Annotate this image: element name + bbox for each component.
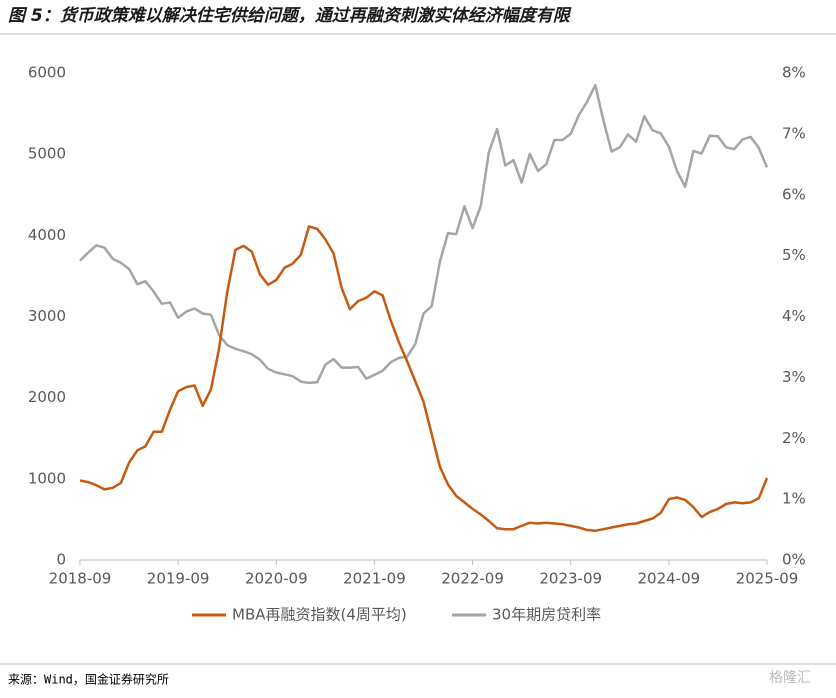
legend-label: 30年期房贷利率 bbox=[492, 606, 601, 624]
x-tick-label: 2019-09 bbox=[147, 570, 210, 588]
y2-tick-label: 6% bbox=[782, 185, 806, 203]
x-tick-label: 2020-09 bbox=[245, 570, 308, 588]
series-line bbox=[79, 225, 769, 533]
watermark: 格隆汇 bbox=[769, 670, 811, 686]
source: 来源：Wind，国金证券研究所 bbox=[8, 672, 169, 687]
y2-tick-label: 0% bbox=[782, 551, 806, 569]
y-tick-label: 1000 bbox=[28, 469, 66, 487]
legend-label: MBA再融资指数(4周平均) bbox=[232, 606, 407, 624]
y2-tick-label: 5% bbox=[782, 246, 806, 264]
x-tick-label: 2025-09 bbox=[736, 570, 799, 588]
chart-title: 图 5：货币政策难以解决住宅供给问题，通过再融资刺激实体经济幅度有限 bbox=[8, 6, 572, 26]
x-tick-label: 2023-09 bbox=[539, 570, 602, 588]
y2-tick-label: 2% bbox=[782, 429, 806, 447]
x-tick-label: 2024-09 bbox=[638, 570, 701, 588]
y2-tick-label: 8% bbox=[782, 64, 806, 82]
x-tick-label: 2018-09 bbox=[49, 570, 112, 588]
y-tick-label: 3000 bbox=[28, 307, 66, 325]
y-tick-label: 2000 bbox=[28, 388, 66, 406]
y2-tick-label: 3% bbox=[782, 368, 806, 386]
series-line bbox=[79, 83, 769, 385]
y-tick-label: 6000 bbox=[28, 64, 66, 82]
y-tick-label: 5000 bbox=[28, 145, 66, 163]
y-tick-label: 4000 bbox=[28, 226, 66, 244]
y2-tick-label: 1% bbox=[782, 490, 806, 508]
y2-tick-label: 7% bbox=[782, 124, 806, 142]
y2-tick-label: 4% bbox=[782, 307, 806, 325]
x-tick-label: 2021-09 bbox=[343, 570, 406, 588]
x-tick-label: 2022-09 bbox=[441, 570, 504, 588]
y-tick-label: 0 bbox=[56, 551, 66, 569]
